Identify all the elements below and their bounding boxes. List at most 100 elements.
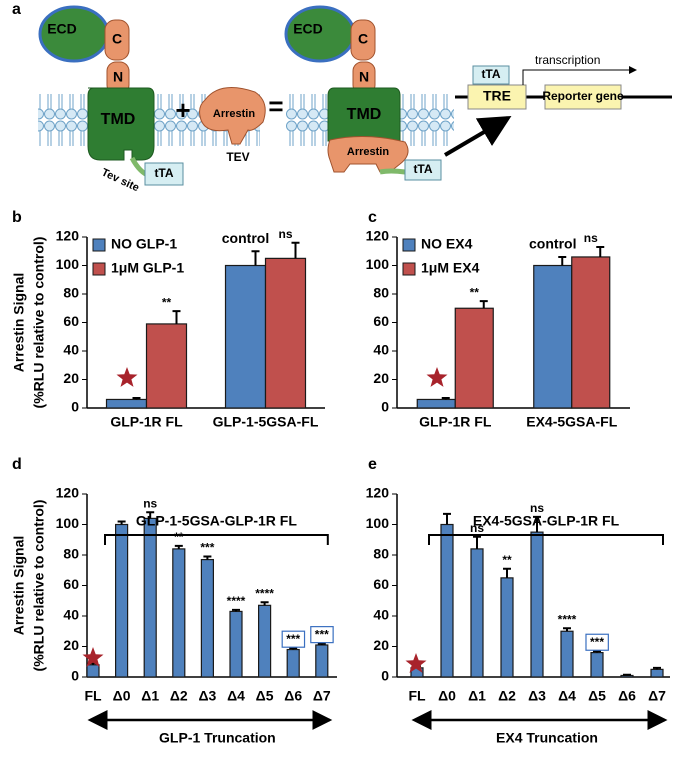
- legend-label: 1μM EX4: [421, 260, 480, 276]
- significance: ****: [227, 594, 246, 608]
- error-bar: [593, 650, 601, 653]
- y-tick-label: 60: [63, 576, 79, 592]
- error-bar: [117, 520, 126, 525]
- error-bar: [132, 397, 141, 400]
- y-tick-label: 120: [56, 228, 80, 244]
- x-tick-label: Δ1: [141, 688, 159, 704]
- legend-swatch: [402, 238, 416, 252]
- tta-box: [472, 65, 510, 85]
- significance: ns: [530, 501, 544, 515]
- y-axis-label: Arrestin Signal: [11, 273, 27, 373]
- legend-label: 1μM GLP-1: [111, 260, 184, 276]
- y-tick-label: 100: [366, 256, 390, 272]
- y-tick-label: 0: [71, 399, 79, 415]
- panel-letter: e: [368, 456, 377, 473]
- label: TMD: [347, 106, 382, 123]
- label: tTA: [413, 162, 432, 176]
- y-tick-label: 100: [56, 515, 80, 531]
- arrow: [522, 66, 637, 85]
- error-bar: [232, 608, 240, 612]
- error-bar: [563, 627, 571, 632]
- y-tick-label: 40: [63, 607, 79, 623]
- bar: [560, 630, 574, 678]
- x-tick-label: GLP-1-5GSA-FL: [213, 414, 319, 430]
- y-tick-label: 80: [63, 546, 79, 562]
- y-tick-label: 40: [63, 342, 79, 358]
- error-bar: [172, 310, 181, 324]
- bar: [224, 264, 267, 409]
- y-tick-label: 60: [373, 576, 389, 592]
- legend-label: NO GLP-1: [111, 236, 177, 252]
- x-tick-label: Δ7: [313, 688, 331, 704]
- y-tick-label: 0: [381, 668, 389, 684]
- x-tick-label: Δ1: [468, 688, 486, 704]
- bar: [590, 651, 604, 678]
- significance: **: [502, 553, 512, 567]
- x-tick-label: Δ6: [618, 688, 636, 704]
- bar: [229, 610, 243, 678]
- error-bar: [174, 544, 183, 549]
- x-tick-label: Δ4: [227, 688, 245, 704]
- bar: [454, 307, 494, 409]
- label: tTA: [154, 166, 173, 180]
- star: [116, 367, 138, 387]
- bar: [172, 548, 186, 678]
- y-tick-label: 20: [63, 637, 79, 653]
- label: C: [358, 31, 368, 47]
- label: tTA: [481, 67, 500, 81]
- significance: ***: [315, 628, 329, 642]
- bar: [145, 323, 188, 409]
- x-tick-label: Δ6: [284, 688, 302, 704]
- x-axis-label: EX4 Truncation: [496, 730, 598, 746]
- error-bar: [441, 397, 450, 400]
- x-tick-label: FL: [84, 688, 102, 704]
- y-tick-label: 80: [373, 285, 389, 301]
- bar: [500, 577, 514, 678]
- significance: ****: [558, 612, 577, 626]
- legend-swatch: [92, 262, 106, 276]
- arrow: [443, 115, 512, 157]
- label: Arrestin: [347, 146, 389, 158]
- error-bar: [503, 567, 511, 578]
- label: TMD: [101, 111, 136, 128]
- error-bar: [291, 241, 300, 259]
- bar: [286, 648, 300, 678]
- y-axis-label: Arrestin Signal: [11, 536, 27, 636]
- label: TRE: [483, 88, 511, 104]
- error-bar: [473, 535, 481, 549]
- error-bar: [251, 250, 260, 266]
- label: TEV: [226, 150, 249, 164]
- y-tick-label: 20: [63, 370, 79, 386]
- significance: **: [162, 295, 172, 309]
- diagram: a ECD C N TMD Tev site tTA + Arrestin TE…: [12, 1, 672, 194]
- significance: ns: [278, 227, 292, 241]
- label: Arrestin: [213, 108, 255, 120]
- label: N: [359, 69, 369, 85]
- significance-box: [585, 633, 609, 651]
- error-bar: [317, 642, 326, 645]
- error-bar: [146, 511, 155, 519]
- c-domain: [350, 19, 376, 61]
- equals: =: [268, 91, 283, 121]
- x-tick-label: Δ7: [648, 688, 666, 704]
- error-bar: [623, 673, 631, 676]
- error-bar: [653, 666, 661, 670]
- significance: ***: [590, 635, 604, 649]
- x-tick-label: EX4-5GSA-FL: [526, 414, 617, 430]
- bar: [416, 398, 456, 409]
- bar: [315, 644, 329, 678]
- significance: ns: [143, 496, 157, 510]
- star: [426, 367, 448, 387]
- panel-letter: a: [12, 1, 21, 18]
- significance: **: [470, 285, 480, 299]
- label: Tev site: [100, 166, 141, 194]
- error-bar: [260, 601, 269, 606]
- bar: [200, 558, 214, 678]
- tta-box: [404, 159, 442, 181]
- x-tick-label: Δ3: [528, 688, 546, 704]
- linker: [379, 168, 406, 175]
- bar: [258, 604, 272, 678]
- star: [82, 647, 104, 667]
- tta-box: [144, 162, 184, 186]
- x-tick-label: Δ0: [113, 688, 131, 704]
